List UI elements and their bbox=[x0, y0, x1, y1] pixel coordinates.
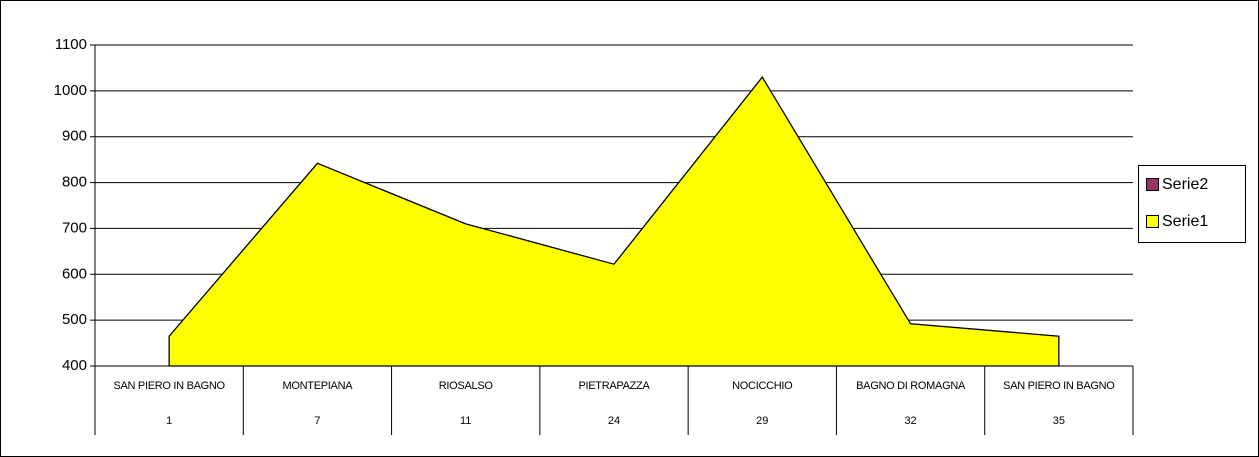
x-tick-label: 1 bbox=[166, 415, 172, 427]
legend-label: Serie1 bbox=[1162, 213, 1208, 230]
x-tick-label: 35 bbox=[1053, 415, 1065, 427]
y-tick-label: 500 bbox=[62, 311, 87, 328]
y-tick-label: 400 bbox=[62, 357, 87, 374]
x-tick-label: 11 bbox=[460, 415, 471, 427]
legend-label: Serie2 bbox=[1162, 176, 1208, 193]
legend-swatch bbox=[1146, 215, 1159, 228]
x-tick-label: 7 bbox=[314, 415, 320, 427]
y-tick-label: 900 bbox=[62, 128, 87, 145]
y-tick-label: 700 bbox=[62, 219, 87, 236]
y-tick-label: 1100 bbox=[55, 36, 87, 53]
x-tick-label: 24 bbox=[608, 415, 620, 427]
x-tick-label: NOCICCHIO bbox=[732, 380, 793, 392]
y-tick-label: 800 bbox=[62, 174, 87, 191]
y-tick-label: 600 bbox=[62, 265, 87, 282]
x-tick-label: BAGNO DI ROMAGNA bbox=[856, 380, 966, 392]
legend-swatch bbox=[1146, 178, 1159, 191]
x-tick-label: 29 bbox=[756, 415, 768, 427]
area bbox=[168, 75, 1060, 367]
x-tick-label: SAN PIERO IN BAGNO bbox=[1003, 380, 1115, 392]
x-tick-label: PIETRAPAZZA bbox=[578, 380, 650, 392]
x-tick-label: RIOSALSO bbox=[439, 380, 494, 392]
y-tick-label: 1000 bbox=[54, 82, 87, 99]
x-tick-label: MONTEPIANA bbox=[283, 380, 354, 392]
x-tick-label: SAN PIERO IN BAGNO bbox=[113, 380, 225, 392]
x-tick-label: 32 bbox=[904, 415, 916, 427]
